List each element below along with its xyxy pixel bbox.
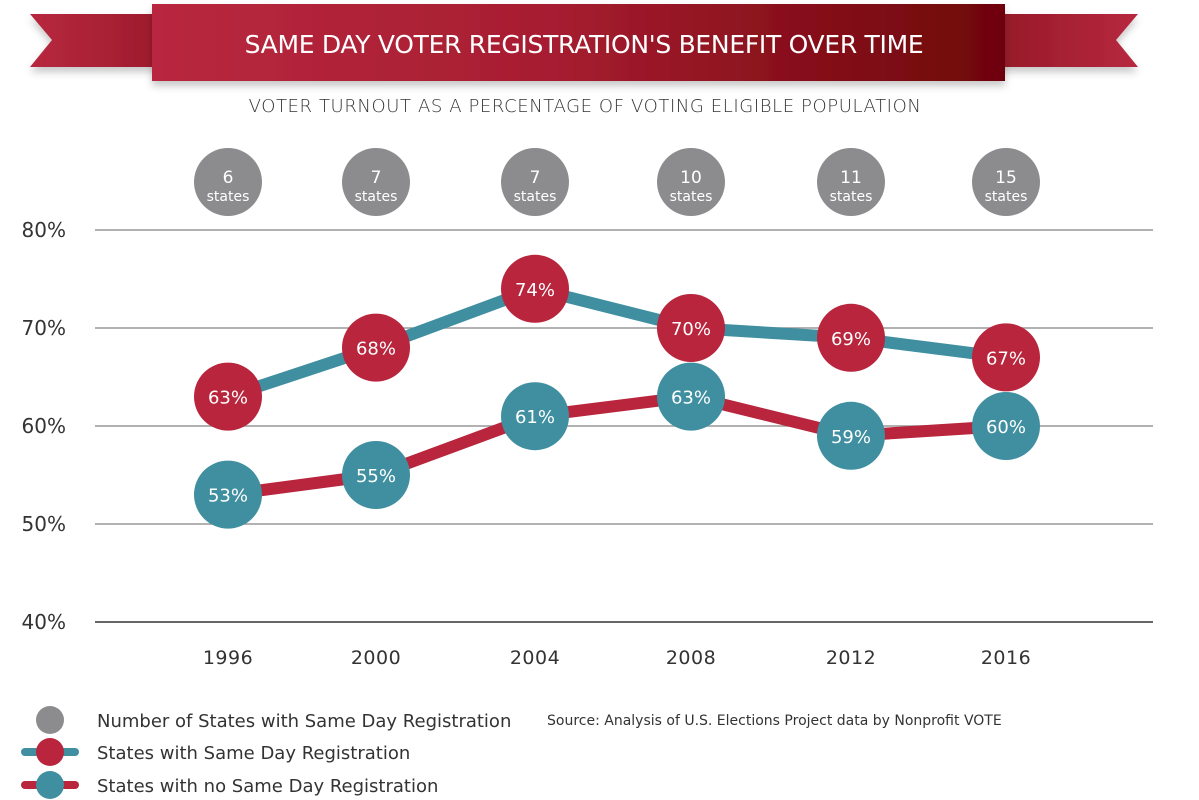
data-point: 63% — [657, 362, 725, 431]
y-tick-label: 40% — [22, 610, 66, 634]
data-label: 59% — [831, 427, 871, 448]
data-label: 55% — [356, 466, 396, 487]
legend-item-state-count: Number of States with Same Day Registrat… — [36, 706, 511, 734]
x-axis-ticks: 1996 2000 2004 2008 2012 2016 — [203, 647, 1031, 669]
x-tick-label: 1996 — [203, 647, 253, 669]
state-count-unit: states — [985, 189, 1028, 205]
y-tick-label: 60% — [22, 414, 66, 438]
data-label: 74% — [515, 280, 555, 301]
data-point: 69% — [817, 303, 885, 372]
data-point-marker — [657, 294, 725, 362]
data-point: 68% — [342, 313, 410, 382]
state-count-circle — [342, 148, 410, 216]
legend-gray-circle-icon — [36, 706, 64, 734]
legend-item-sdr: States with Same Day Registration — [21, 738, 410, 766]
state-count-unit: states — [830, 189, 873, 205]
legend-label-no-sdr: States with no Same Day Registration — [97, 776, 438, 797]
data-label: 67% — [986, 348, 1026, 369]
legend-red-marker-icon — [36, 738, 64, 766]
chart-subtitle: VOTER TURNOUT AS A PERCENTAGE OF VOTING … — [249, 96, 922, 117]
state-count-number: 6 — [223, 168, 234, 188]
y-axis-ticks: 80% 70% 60% 50% 40% — [22, 218, 66, 634]
data-point-marker — [194, 460, 262, 529]
state-count-number: 7 — [530, 168, 541, 188]
banner-tail-right — [1000, 14, 1138, 67]
data-point: 67% — [972, 323, 1040, 392]
gridlines — [95, 229, 1153, 623]
x-tick-label: 2016 — [981, 647, 1031, 669]
data-label: 53% — [208, 486, 248, 507]
state-count-unit: states — [514, 189, 557, 205]
state-count-unit: states — [670, 189, 713, 205]
y-tick-label: 70% — [22, 316, 66, 340]
data-point-marker — [657, 362, 725, 431]
x-tick-label: 2000 — [351, 647, 401, 669]
data-point: 63% — [194, 362, 262, 431]
state-count-circle — [972, 148, 1040, 216]
state-count-number: 10 — [680, 168, 702, 188]
data-point-marker — [501, 254, 569, 323]
x-tick-label: 2008 — [666, 647, 716, 669]
state-count-circle — [657, 148, 725, 216]
data-point: 59% — [817, 401, 885, 470]
legend-item-no-sdr: States with no Same Day Registration — [21, 771, 438, 799]
data-label: 63% — [208, 388, 248, 409]
data-point-marker — [817, 303, 885, 372]
state-count-row: 6states7states7states10states11states15s… — [194, 148, 1040, 216]
data-point: 60% — [972, 392, 1040, 460]
x-tick-label: 2012 — [826, 647, 876, 669]
legend-label-sdr: States with Same Day Registration — [97, 743, 410, 764]
data-point: 55% — [342, 441, 410, 509]
x-tick-label: 2004 — [510, 647, 560, 669]
series-markers: 63% 68% 74% 70% 69% 67% 53% 55% 61% 63% 59% 60% — [194, 254, 1040, 529]
data-label: 63% — [671, 388, 711, 409]
data-point: 61% — [501, 382, 569, 451]
legend-label-state-count: Number of States with Same Day Registrat… — [97, 711, 511, 732]
data-label: 68% — [356, 339, 396, 360]
data-point: 70% — [657, 294, 725, 362]
y-tick-label: 80% — [22, 218, 66, 242]
data-point: 74% — [501, 254, 569, 323]
title-banner: SAME DAY VOTER REGISTRATION'S BENEFIT OV… — [30, 4, 1138, 81]
data-point-marker — [342, 313, 410, 382]
state-count-number: 15 — [995, 168, 1017, 188]
data-point: 53% — [194, 460, 262, 529]
y-tick-label: 50% — [22, 512, 66, 536]
legend-teal-marker-icon — [36, 771, 64, 799]
state-count-circle — [501, 148, 569, 216]
state-count-unit: states — [355, 189, 398, 205]
state-count-number: 11 — [840, 168, 862, 188]
data-label: 69% — [831, 329, 871, 350]
state-count-number: 7 — [371, 168, 382, 188]
data-point-marker — [817, 401, 885, 470]
data-label: 61% — [515, 407, 555, 428]
data-point-marker — [972, 392, 1040, 460]
chart-title: SAME DAY VOTER REGISTRATION'S BENEFIT OV… — [245, 30, 924, 59]
source-note: Source: Analysis of U.S. Elections Proje… — [547, 713, 1002, 729]
data-point-marker — [194, 362, 262, 431]
state-count-circle — [194, 148, 262, 216]
banner-tail-left — [30, 14, 175, 67]
state-count-unit: states — [207, 189, 250, 205]
data-point-marker — [501, 382, 569, 451]
state-count-circle — [817, 148, 885, 216]
data-label: 60% — [986, 417, 1026, 438]
legend: Number of States with Same Day Registrat… — [21, 706, 511, 799]
data-point-marker — [342, 441, 410, 509]
data-point-marker — [972, 323, 1040, 392]
data-label: 70% — [671, 319, 711, 340]
banner-body — [152, 4, 1005, 81]
